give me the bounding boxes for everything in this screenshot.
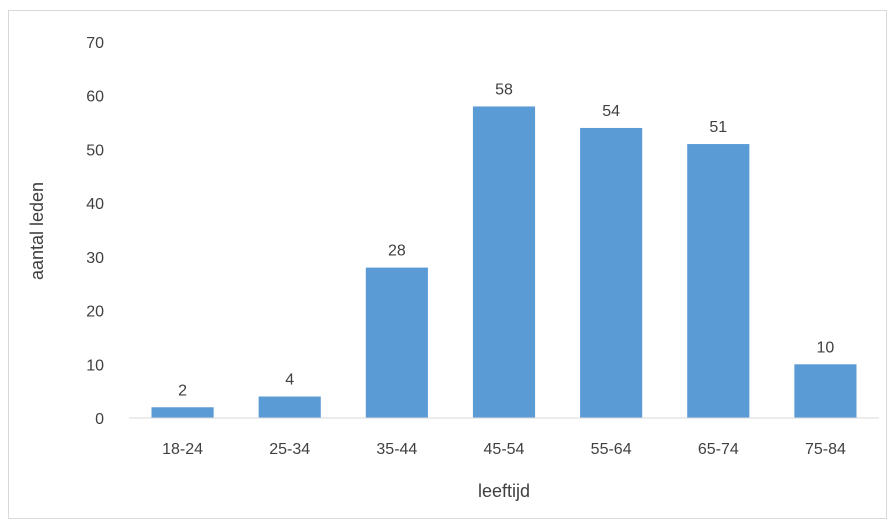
x-category-label: 45-54 <box>484 441 525 458</box>
bar-data-label: 4 <box>285 372 294 389</box>
bar-data-label: 10 <box>817 339 835 356</box>
y-tick-label: 0 <box>95 411 104 428</box>
y-tick-label: 50 <box>86 142 104 159</box>
bar-data-label: 58 <box>495 81 513 98</box>
bar <box>580 127 643 418</box>
y-tick-label: 10 <box>86 357 104 374</box>
y-tick-label: 60 <box>86 89 104 106</box>
bar <box>151 407 214 418</box>
y-axis-title: aantal leden <box>27 182 47 280</box>
bar-data-label: 51 <box>709 119 727 136</box>
bar <box>472 106 536 418</box>
x-axis-category-labels: 18-24 25-34 35-44 45-54 55-64 65-74 75-84 <box>162 441 846 458</box>
bars <box>151 106 857 419</box>
x-category-label: 35-44 <box>376 441 417 458</box>
y-tick-label: 20 <box>86 304 104 321</box>
bar <box>258 396 321 418</box>
bar <box>794 364 857 418</box>
bar-data-label: 28 <box>388 243 406 260</box>
y-tick-label: 70 <box>86 35 104 52</box>
bar-data-label: 54 <box>602 103 620 120</box>
bar <box>365 267 428 418</box>
y-tick-label: 30 <box>86 250 104 267</box>
x-category-label: 75-84 <box>805 441 846 458</box>
bar-data-label: 2 <box>178 382 187 399</box>
y-axis-ticks: 0 10 20 30 40 50 60 70 <box>86 35 104 428</box>
x-category-label: 55-64 <box>591 441 632 458</box>
x-axis-title: leeftijd <box>478 481 530 501</box>
x-category-label: 65-74 <box>698 441 739 458</box>
y-tick-label: 40 <box>86 196 104 213</box>
x-category-label: 25-34 <box>269 441 310 458</box>
bar <box>687 144 750 419</box>
x-category-label: 18-24 <box>162 441 203 458</box>
data-labels: 2 4 28 58 54 51 10 <box>178 81 834 399</box>
